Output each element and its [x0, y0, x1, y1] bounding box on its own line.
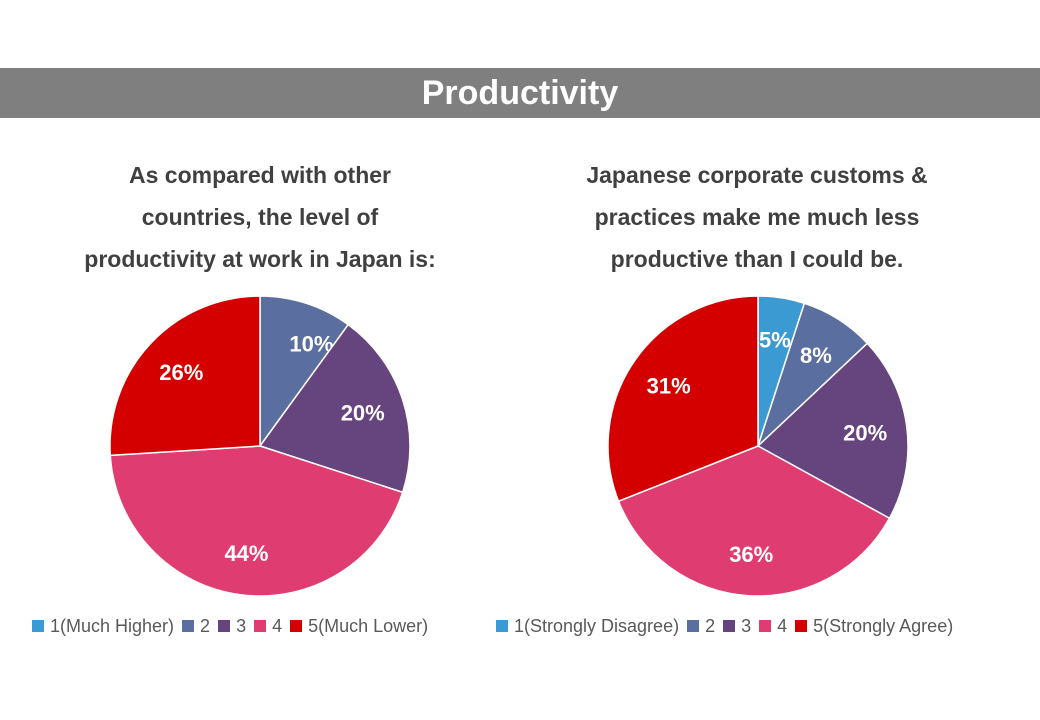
legend-swatch — [496, 620, 508, 632]
chart-title-line: As compared with other — [129, 162, 391, 188]
chart-title-line: productivity at work in Japan is: — [84, 246, 436, 272]
legend-item: 3 — [723, 616, 751, 637]
pie-slice — [258, 323, 411, 494]
legend-item: 1(Much Higher) — [32, 616, 174, 637]
legend-swatch — [290, 620, 303, 632]
pie-slice — [259, 295, 350, 449]
legend-item: 1(Strongly Disagree) — [496, 616, 679, 637]
chart-title-left: As compared with other countries, the le… — [45, 154, 475, 280]
pie-slice — [756, 342, 909, 520]
pie-slice — [109, 445, 404, 597]
legend-swatch — [795, 620, 808, 632]
legend-swatch — [32, 620, 44, 632]
legend-label: 2 — [705, 615, 716, 636]
legend-item: 4 — [759, 616, 787, 637]
legend-left: 1(Much Higher) 2 3 4 5(Much Lower) — [32, 612, 436, 640]
legend-item: 2 — [687, 616, 715, 637]
legend-swatch — [687, 620, 700, 632]
data-label: 36% — [729, 542, 773, 567]
legend-label: 3 — [741, 615, 752, 636]
chart-title-line: productive than I could be. — [610, 246, 904, 272]
chart-title-line: practices make me much less — [594, 204, 920, 230]
chart-title-line: countries, the level of — [141, 204, 379, 230]
chart-title-line: Japanese corporate customs & — [586, 162, 928, 188]
legend-label: 4 — [777, 615, 788, 636]
legend-label: 5(Much Lower) — [308, 615, 429, 636]
legend-label: 1(Much Higher) — [50, 615, 175, 636]
legend-label: 2 — [200, 615, 211, 636]
legend-swatch — [759, 620, 772, 632]
data-label: 20% — [341, 401, 385, 426]
pie-slice — [617, 445, 891, 597]
page-title: Productivity — [0, 68, 1040, 118]
pie-slice — [109, 295, 261, 457]
legend-item: 4 — [254, 616, 282, 637]
data-label: 10% — [289, 331, 333, 356]
legend-swatch — [254, 620, 267, 632]
data-label: 26% — [159, 360, 203, 385]
legend-item: 5(Much Lower) — [290, 616, 428, 637]
legend-label: 1(Strongly Disagree) — [514, 615, 680, 636]
data-label: 20% — [843, 420, 887, 445]
chart-title-right: Japanese corporate customs & practices m… — [542, 154, 972, 280]
legend-swatch — [218, 620, 231, 632]
legend-swatch — [182, 620, 195, 632]
data-label: 5% — [759, 327, 791, 352]
legend-right: 1(Strongly Disagree) 2 3 4 5(Strongly Agree) — [496, 612, 961, 640]
pie-slice — [607, 295, 759, 503]
data-label: 44% — [224, 541, 268, 566]
legend-item: 3 — [218, 616, 246, 637]
legend-item: 2 — [182, 616, 210, 637]
legend-label: 3 — [236, 615, 247, 636]
data-label: 8% — [800, 343, 832, 368]
legend-label: 5(Strongly Agree) — [813, 615, 954, 636]
legend-item: 5(Strongly Agree) — [795, 616, 953, 637]
data-label: 31% — [647, 373, 691, 398]
legend-swatch — [723, 620, 736, 632]
legend-label: 4 — [272, 615, 283, 636]
